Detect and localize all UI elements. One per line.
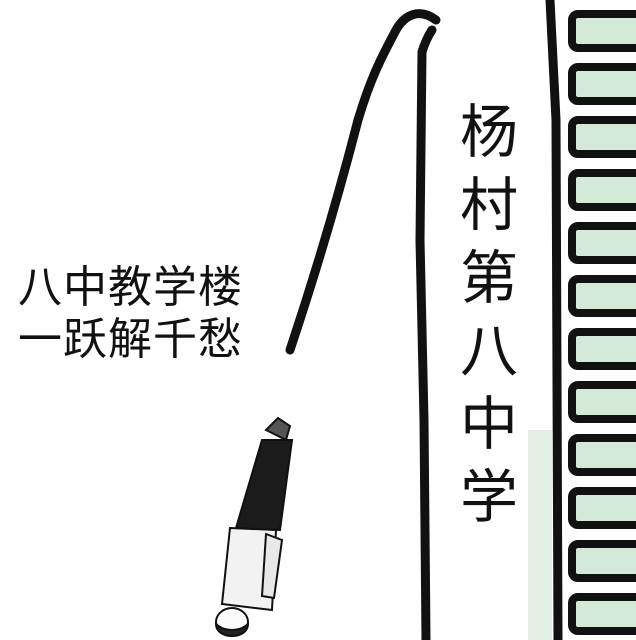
building-window [568, 63, 636, 105]
building-front-edge [545, 0, 563, 640]
falling-person [214, 416, 294, 637]
person-hair [214, 621, 250, 637]
building-windows [568, 10, 636, 635]
person-legs [234, 439, 294, 532]
school-name-char: 村 [459, 171, 518, 239]
school-name-char: 中 [459, 390, 518, 458]
person-arm [260, 532, 284, 600]
school-name-char: 八 [459, 317, 518, 385]
caption-line-1: 八中教学楼 [18, 262, 243, 313]
building-window [568, 116, 636, 158]
school-name-char: 学 [459, 463, 518, 531]
building-window [568, 593, 636, 635]
building-inner-edge [415, 25, 437, 640]
building-window [568, 381, 636, 423]
building-window [568, 169, 636, 211]
building-window [568, 275, 636, 317]
building-window [568, 434, 636, 476]
school-name-vertical: 杨 村 第 八 中 学 [454, 96, 524, 534]
building-side-shade [528, 430, 552, 640]
caption-line-2: 一跃解千愁 [18, 314, 243, 365]
school-name-char: 杨 [459, 98, 518, 166]
building-window [568, 10, 636, 52]
building-window [568, 222, 636, 264]
school-name-char: 第 [459, 244, 518, 312]
building-window [568, 487, 636, 529]
building [285, 0, 563, 640]
building-left-curve [285, 9, 441, 355]
person-feet [264, 416, 292, 442]
building-window [568, 540, 636, 582]
building-window [568, 328, 636, 370]
caption: 八中教学楼 一跃解千愁 [18, 262, 288, 366]
